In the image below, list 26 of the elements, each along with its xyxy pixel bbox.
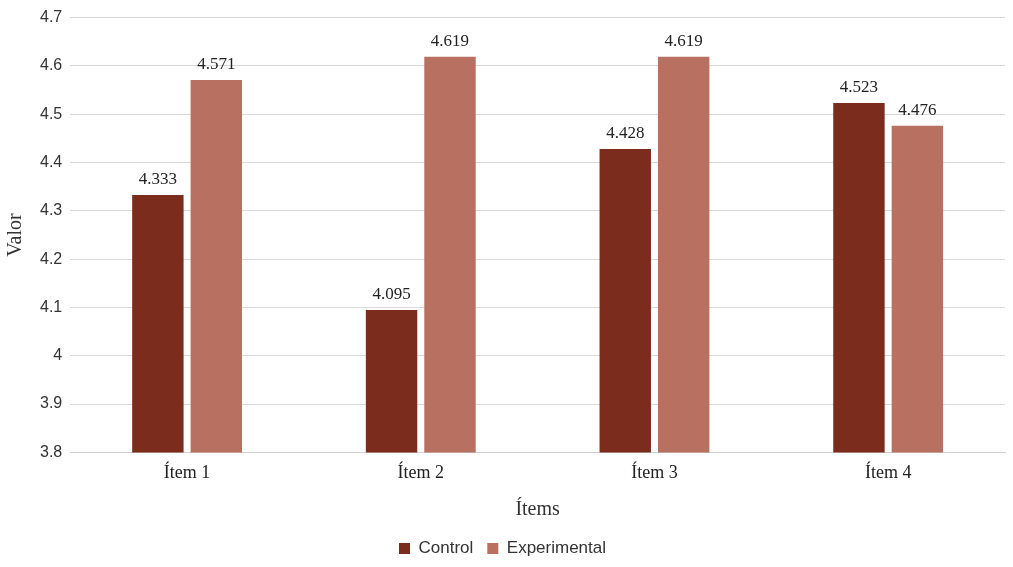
data-label: 4.333 (138, 168, 177, 188)
x-tick-label: Ítem 1 (163, 460, 211, 482)
data-label: 4.095 (372, 283, 411, 303)
y-tick-label: 4.1 (39, 297, 63, 315)
x-tick-label: Ítem 3 (631, 460, 678, 482)
data-label: 4.619 (430, 30, 470, 50)
y-tick-label: 3.8 (39, 442, 63, 460)
x-tick-label: Ítem 2 (397, 460, 445, 482)
y-tick-label: 3.9 (39, 394, 63, 412)
y-tick-label: 4.6 (39, 56, 63, 74)
y-tick-label: 4.4 (39, 152, 63, 170)
x-tick-label: Ítem 4 (864, 460, 912, 482)
x-axis-title: Ítems (515, 497, 561, 520)
data-label: 4.476 (898, 99, 937, 119)
y-tick-label: 4.7 (39, 8, 63, 26)
data-label: 4.523 (839, 77, 879, 97)
data-label: 4.428 (606, 122, 645, 142)
y-tick-label: 4.3 (39, 201, 63, 219)
y-axis-title: Valor (3, 213, 26, 257)
y-tick-label: 4.5 (39, 104, 63, 122)
y-tick-label: 4.2 (39, 249, 63, 267)
data-label: 4.571 (197, 53, 236, 73)
data-label: 4.619 (664, 30, 703, 50)
legend-label: Control (418, 538, 474, 558)
y-tick-label: 4 (53, 346, 63, 364)
legend-label: Experimental (506, 538, 607, 558)
